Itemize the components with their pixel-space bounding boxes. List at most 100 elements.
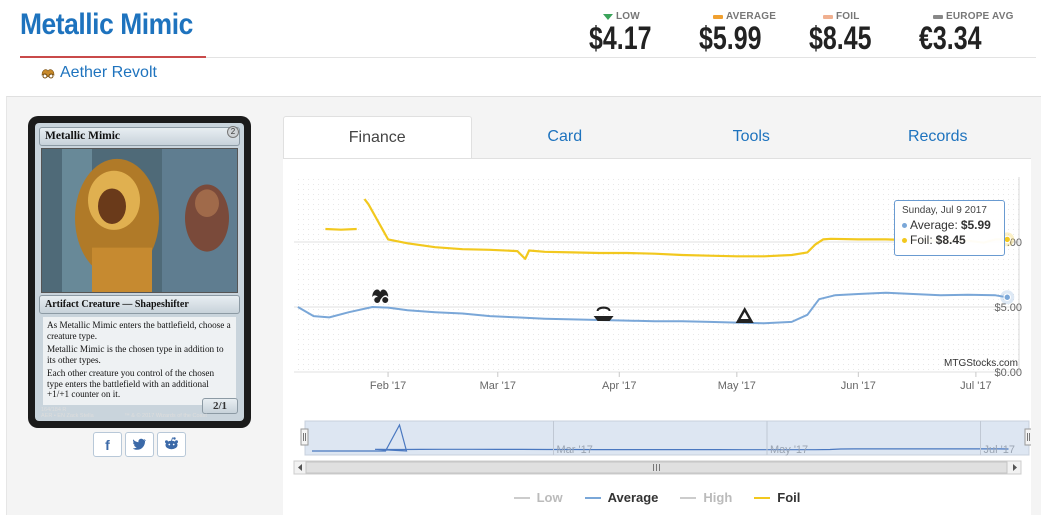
legend-label: Foil bbox=[777, 490, 801, 505]
rules-line-2: Metallic Mimic is the chosen type in add… bbox=[47, 344, 224, 365]
tab-bar: Finance Card Tools Records bbox=[283, 116, 1031, 158]
x-tick-label: Jun '17 bbox=[841, 380, 876, 392]
card-frame: Metallic Mimic 2 Artifact Creature — Sha… bbox=[35, 123, 244, 421]
legend-label: Average bbox=[607, 490, 659, 505]
price-label: AVERAGE bbox=[726, 11, 777, 22]
social-share: f bbox=[93, 432, 186, 457]
x-tick-label: Mar '17 bbox=[480, 380, 516, 392]
mana-cost-icon: 2 bbox=[227, 126, 239, 138]
set-icon-shape bbox=[596, 306, 611, 311]
card-image-name: Metallic Mimic bbox=[39, 127, 240, 146]
average-dot-icon bbox=[902, 223, 907, 228]
set-icon-shape bbox=[740, 312, 749, 319]
card-image-type-line: Artifact Creature — Shapeshifter bbox=[39, 295, 240, 314]
scroll-right-icon bbox=[1013, 464, 1017, 471]
dash-icon bbox=[933, 14, 943, 19]
card-footer: 164/184 R AER • EN Zack Stella ™ & © 201… bbox=[41, 407, 207, 419]
tooltip-date: Sunday, Jul 9 2017 bbox=[902, 205, 987, 216]
down-arrow-icon bbox=[603, 13, 613, 20]
tooltip-row-average: Average: $5.99 bbox=[902, 218, 997, 233]
hover-point-foil bbox=[1003, 235, 1011, 244]
facebook-icon: f bbox=[105, 436, 110, 453]
card-footer-collector: 164/184 R bbox=[41, 407, 67, 413]
set-symbol-icon bbox=[40, 66, 56, 80]
set-release-icon[interactable] bbox=[593, 306, 614, 322]
legend-label: Low bbox=[536, 490, 563, 505]
price-value: $4.17 bbox=[589, 20, 652, 56]
tab-finance[interactable]: Finance bbox=[283, 116, 472, 158]
power-toughness: 2/1 bbox=[202, 398, 238, 414]
legend-line-icon bbox=[513, 496, 530, 499]
set-link-label: Aether Revolt bbox=[60, 64, 157, 81]
rules-line-3: Each other creature you control of the c… bbox=[47, 368, 215, 399]
price-value: €3.34 bbox=[919, 20, 982, 56]
legend-item-low[interactable]: Low bbox=[513, 490, 563, 505]
twitter-share-button[interactable] bbox=[125, 432, 154, 457]
y-tick-label: $0.00 bbox=[994, 367, 1022, 379]
price-low: LOW $4.17 bbox=[589, 8, 699, 56]
price-value: $5.99 bbox=[699, 20, 762, 56]
navigator-tick-label: Jul '17 bbox=[984, 444, 1015, 456]
price-label: EUROPE AVG bbox=[946, 11, 1014, 22]
legend-line-icon bbox=[680, 496, 697, 499]
card-image-rules: As Metallic Mimic enters the battlefield… bbox=[43, 317, 236, 405]
title-underline bbox=[20, 56, 206, 58]
aether-revolt-set-icon[interactable] bbox=[372, 289, 389, 303]
facebook-share-button[interactable]: f bbox=[93, 432, 122, 457]
tab-card[interactable]: Card bbox=[547, 128, 583, 145]
legend-line-icon bbox=[584, 496, 601, 499]
price-value: $8.45 bbox=[809, 20, 872, 56]
scroll-left-icon bbox=[298, 464, 302, 471]
price-label: LOW bbox=[616, 11, 640, 22]
legend-label: High bbox=[703, 490, 733, 505]
tooltip-foil-label: Foil: bbox=[910, 233, 933, 247]
tooltip-average-value: $5.99 bbox=[960, 218, 991, 232]
navigator-handle-left[interactable] bbox=[300, 428, 309, 446]
reddit-share-button[interactable] bbox=[157, 432, 186, 457]
set-icon-shape bbox=[374, 297, 389, 303]
set-icon-shape bbox=[593, 316, 614, 321]
x-tick-label: Feb '17 bbox=[370, 380, 406, 392]
card-artwork bbox=[41, 148, 238, 293]
legend-item-foil[interactable]: Foil bbox=[754, 490, 800, 505]
card-footer-copyright: ™ & © 2017 Wizards of the Coast bbox=[124, 413, 207, 419]
tooltip-average-label: Average: bbox=[910, 218, 958, 232]
hover-point-average bbox=[1003, 293, 1011, 301]
chart-watermark: MTGStocks.com bbox=[944, 358, 1018, 369]
y-tick-label: $5.00 bbox=[994, 302, 1022, 314]
navigator-tick-label: Mar '17 bbox=[557, 444, 593, 456]
set-icon-shape bbox=[372, 289, 389, 300]
card-image[interactable]: Metallic Mimic 2 Artifact Creature — Sha… bbox=[28, 116, 251, 428]
series-line-average bbox=[297, 291, 1008, 325]
page-title: Metallic Mimic bbox=[20, 8, 193, 41]
legend-line-icon bbox=[754, 496, 771, 499]
twitter-icon bbox=[132, 437, 147, 453]
set-link[interactable]: Aether Revolt bbox=[40, 64, 157, 82]
reddit-icon bbox=[164, 436, 179, 453]
card-footer-lang: AER • EN bbox=[41, 413, 65, 419]
tooltip-row-foil: Foil: $8.45 bbox=[902, 233, 997, 248]
navigator-tick-label: May '17 bbox=[770, 444, 808, 456]
header-divider bbox=[206, 57, 1036, 58]
foil-dot-icon bbox=[902, 238, 907, 243]
card-footer-artist: Zack Stella bbox=[66, 413, 94, 419]
tooltip-foil-value: $8.45 bbox=[935, 233, 966, 247]
tab-tools[interactable]: Tools bbox=[732, 128, 770, 145]
header: Metallic Mimic Aether Revolt LOW $4.17 AVE… bbox=[0, 0, 1041, 96]
tab-records[interactable]: Records bbox=[907, 128, 968, 145]
price-summary: LOW $4.17 AVERAGE $5.99 FOIL $8.45 EUROPE AVG €… bbox=[589, 8, 1029, 56]
legend-item-high[interactable]: High bbox=[680, 490, 732, 505]
price-average: AVERAGE $5.99 bbox=[699, 8, 809, 56]
navigator-series-line bbox=[312, 423, 1009, 452]
price-label: FOIL bbox=[836, 11, 860, 22]
x-tick-label: Apr '17 bbox=[602, 380, 637, 392]
price-europe-avg: EUROPE AVG €3.34 bbox=[919, 8, 1029, 56]
x-tick-label: May '17 bbox=[718, 380, 756, 392]
dash-icon bbox=[823, 14, 833, 19]
amonkhet-set-icon[interactable] bbox=[735, 307, 754, 323]
price-chart[interactable]: .00 $5.00 $0.00 Feb '17 Mar '17 Apr '17 May '1… bbox=[283, 158, 1031, 515]
rules-line-1: As Metallic Mimic enters the battlefield… bbox=[47, 320, 231, 341]
price-foil: FOIL $8.45 bbox=[809, 8, 919, 56]
legend-item-average[interactable]: Average bbox=[584, 490, 659, 505]
dash-icon bbox=[713, 14, 723, 19]
